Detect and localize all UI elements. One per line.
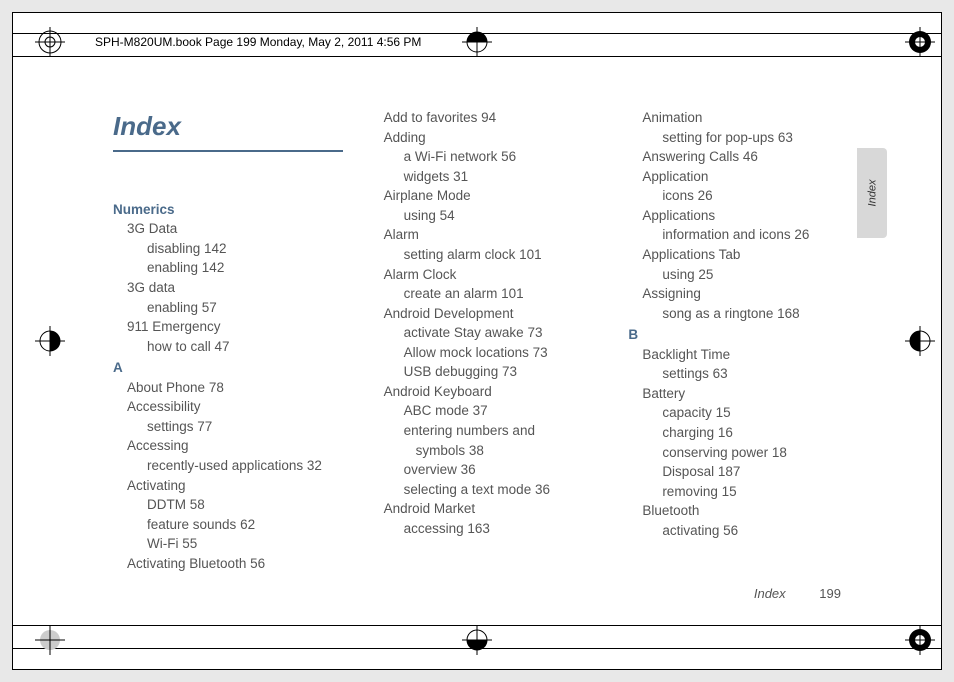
index-entry: Assigning xyxy=(642,284,881,304)
index-entry: Android Market xyxy=(384,499,623,519)
index-subentry: Wi-Fi 55 xyxy=(113,534,364,554)
index-subentry: USB debugging 73 xyxy=(384,362,623,382)
index-subentry: removing 15 xyxy=(642,482,881,502)
crop-mark-icon xyxy=(462,625,492,655)
index-entry: Activating Bluetooth 56 xyxy=(113,554,364,574)
index-entry: 3G data xyxy=(113,278,364,298)
index-entry: Activating xyxy=(113,476,364,496)
index-entry: Animation xyxy=(642,108,881,128)
index-column-2: Add to favorites 94 Adding a Wi-Fi netwo… xyxy=(384,108,623,573)
crop-mark-icon xyxy=(462,27,492,57)
index-subentry: icons 26 xyxy=(642,186,881,206)
index-subentry: conserving power 18 xyxy=(642,443,881,463)
index-entry: Alarm xyxy=(384,225,623,245)
crop-mark-icon xyxy=(35,27,65,57)
index-subentry: disabling 142 xyxy=(113,239,364,259)
index-subentry: feature sounds 62 xyxy=(113,515,364,535)
index-subentry: information and icons 26 xyxy=(642,225,881,245)
index-column-3: Animation setting for pop-ups 63 Answeri… xyxy=(642,108,881,573)
header-text: SPH-M820UM.book Page 199 Monday, May 2, … xyxy=(91,35,425,49)
index-entry: Add to favorites 94 xyxy=(384,108,623,128)
index-subentry: activating 56 xyxy=(642,521,881,541)
index-entry: 911 Emergency xyxy=(113,317,364,337)
index-subentry: Allow mock locations 73 xyxy=(384,343,623,363)
footer-page-number: 199 xyxy=(819,586,841,601)
index-entry: Adding xyxy=(384,128,623,148)
index-entry: Applications Tab xyxy=(642,245,881,265)
index-entry: Bluetooth xyxy=(642,501,881,521)
index-subentry: Disposal 187 xyxy=(642,462,881,482)
index-subentry: widgets 31 xyxy=(384,167,623,187)
crop-mark-icon xyxy=(905,27,935,57)
index-subentry: setting alarm clock 101 xyxy=(384,245,623,265)
index-subentry: recently-used applications 32 xyxy=(113,456,364,476)
index-entry: Airplane Mode xyxy=(384,186,623,206)
index-section-b: B xyxy=(628,325,881,345)
index-subentry: charging 16 xyxy=(642,423,881,443)
crop-mark-icon xyxy=(905,625,935,655)
crop-mark-icon xyxy=(905,326,935,356)
index-subentry: capacity 15 xyxy=(642,403,881,423)
index-entry: Answering Calls 46 xyxy=(642,147,881,167)
crop-mark-icon xyxy=(35,326,65,356)
index-entry: Alarm Clock xyxy=(384,265,623,285)
index-subentry: using 54 xyxy=(384,206,623,226)
index-subentry: selecting a text mode 36 xyxy=(384,480,623,500)
index-subentry: settings 63 xyxy=(642,364,881,384)
page: SPH-M820UM.book Page 199 Monday, May 2, … xyxy=(12,12,942,670)
index-subentry: using 25 xyxy=(642,265,881,285)
index-entry: Battery xyxy=(642,384,881,404)
index-subentry: create an alarm 101 xyxy=(384,284,623,304)
index-subentry: song as a ringtone 168 xyxy=(642,304,881,324)
index-subentry: accessing 163 xyxy=(384,519,623,539)
index-entry: Applications xyxy=(642,206,881,226)
index-entry: Backlight Time xyxy=(642,345,881,365)
index-entry: Application xyxy=(642,167,881,187)
page-footer: Index 199 xyxy=(754,586,841,601)
index-section-numerics: Numerics xyxy=(113,200,364,220)
index-entry: Android Keyboard xyxy=(384,382,623,402)
index-subentry: overview 36 xyxy=(384,460,623,480)
index-column-1: Index Numerics 3G Data disabling 142 ena… xyxy=(113,108,364,573)
index-entry: 3G Data xyxy=(113,219,364,239)
index-subentry-cont: symbols 38 xyxy=(384,441,623,461)
index-subentry: enabling 57 xyxy=(113,298,364,318)
crop-mark-icon xyxy=(35,625,65,655)
page-title: Index xyxy=(113,108,343,152)
index-subentry: setting for pop-ups 63 xyxy=(642,128,881,148)
index-entry: Accessing xyxy=(113,436,364,456)
content-area: Index Numerics 3G Data disabling 142 ena… xyxy=(113,108,881,579)
index-entry: Android Development xyxy=(384,304,623,324)
index-subentry: entering numbers and xyxy=(384,421,623,441)
index-entry: Accessibility xyxy=(113,397,364,417)
index-subentry: a Wi-Fi network 56 xyxy=(384,147,623,167)
index-subentry: activate Stay awake 73 xyxy=(384,323,623,343)
index-entry: About Phone 78 xyxy=(113,378,364,398)
index-subentry: how to call 47 xyxy=(113,337,364,357)
index-subentry: DDTM 58 xyxy=(113,495,364,515)
index-subentry: enabling 142 xyxy=(113,258,364,278)
index-section-a: A xyxy=(113,358,364,378)
index-subentry: ABC mode 37 xyxy=(384,401,623,421)
footer-section-label: Index xyxy=(754,586,786,601)
index-subentry: settings 77 xyxy=(113,417,364,437)
